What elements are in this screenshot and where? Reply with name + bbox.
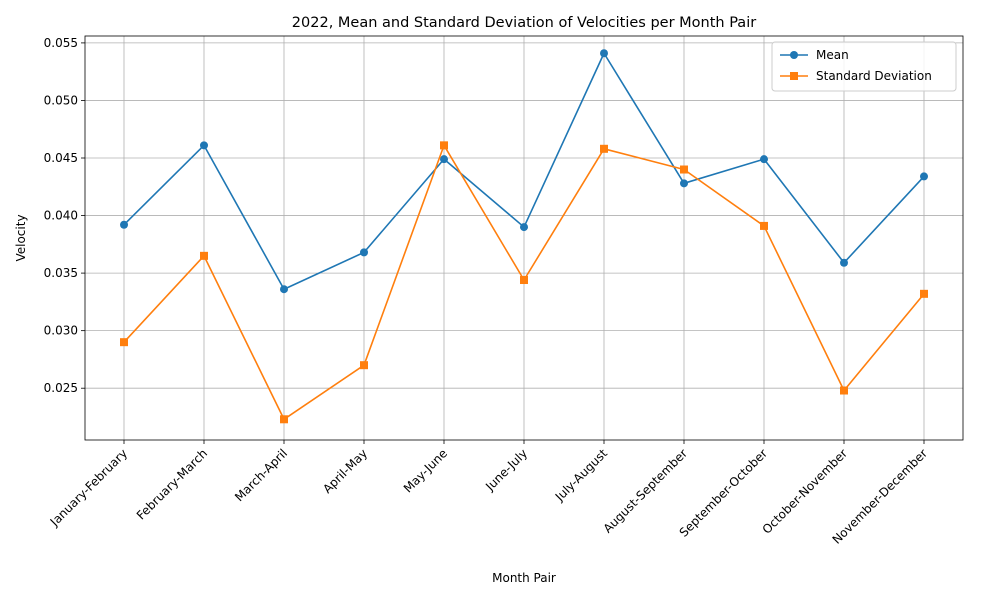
series-1 (120, 49, 928, 294)
data-point (600, 144, 608, 153)
legend: Mean Standard Deviation (771, 41, 957, 92)
x-tick-label: April-May (320, 446, 370, 496)
x-tick-label: August-September (601, 446, 691, 536)
x-tick-label: September-October (677, 446, 771, 540)
x-axis: January-February February-March March-Apri… (47, 440, 930, 547)
y-tick-label: 0.030 (44, 324, 78, 338)
y-tick-label: 0.040 (44, 209, 78, 223)
y-axis: 0.025 0.030 0.035 0.040 0.045 0.050 0.055 (44, 36, 85, 395)
y-tick-label: 0.025 (44, 381, 78, 395)
x-tick-label: October-November (760, 446, 851, 537)
x-axis-title: Month Pair (492, 571, 556, 585)
data-point (280, 415, 288, 424)
legend-marker (790, 51, 798, 59)
legend-marker (790, 72, 798, 80)
chart-title: 2022, Mean and Standard Deviation of Vel… (292, 15, 756, 31)
data-point (120, 220, 128, 229)
data-point (200, 141, 208, 150)
y-tick-label: 0.050 (44, 93, 78, 107)
y-tick-label: 0.045 (44, 151, 78, 165)
data-point (760, 155, 768, 164)
data-point (520, 223, 528, 232)
data-point (520, 276, 528, 285)
data-point (680, 179, 688, 188)
x-tick-label: January-February (47, 446, 130, 529)
data-point (840, 386, 848, 395)
data-point (360, 361, 368, 370)
data-point (440, 155, 448, 164)
data-point (920, 289, 928, 298)
data-point (840, 258, 848, 267)
data-point (360, 248, 368, 257)
y-axis-title: Velocity (14, 214, 28, 261)
y-tick-label: 0.035 (44, 266, 78, 280)
grid (85, 36, 963, 440)
data-point (680, 165, 688, 174)
data-point (600, 49, 608, 58)
data-point (280, 285, 288, 294)
data-point (120, 338, 128, 347)
series-layer (120, 49, 928, 424)
legend-label: Standard Deviation (816, 69, 932, 83)
x-tick-label: July-August (552, 446, 610, 504)
x-tick-label: February-March (134, 446, 210, 522)
legend-item: Standard Deviation (780, 69, 932, 83)
x-tick-label: May-June (401, 446, 450, 495)
data-point (440, 141, 448, 150)
data-point (760, 221, 768, 230)
x-tick-label: March-April (232, 446, 290, 504)
legend-label: Mean (816, 48, 849, 62)
x-tick-label: June-July (482, 446, 530, 494)
data-point (200, 251, 208, 260)
legend-item: Mean (780, 48, 849, 62)
y-tick-label: 0.055 (44, 36, 78, 50)
series-2 (120, 141, 928, 424)
data-point (920, 172, 928, 181)
legend-box (771, 41, 957, 92)
